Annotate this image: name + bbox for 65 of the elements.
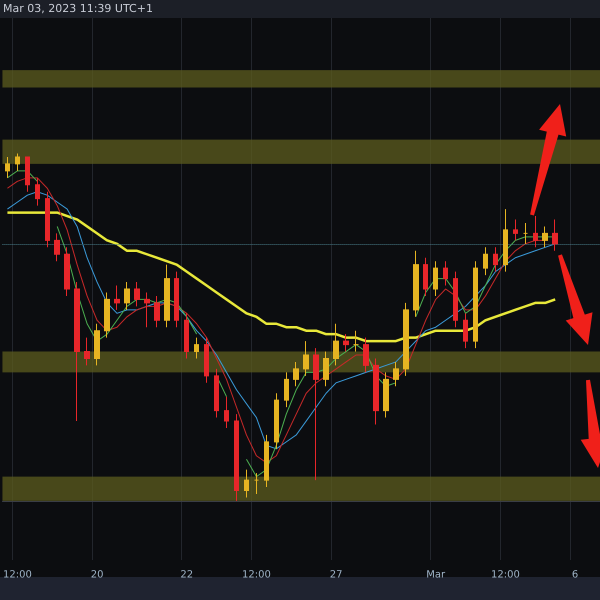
candlestick bbox=[463, 312, 468, 349]
text: Mar 03, 2023 11:39 UTC+1 bbox=[3, 2, 153, 15]
candlestick bbox=[224, 396, 229, 428]
candlestick bbox=[443, 260, 448, 286]
x-tick-label: 12:00 bbox=[2, 570, 32, 580]
candlestick bbox=[383, 372, 389, 418]
candlestick bbox=[5, 156, 10, 178]
candlestick bbox=[523, 222, 528, 244]
candlestick bbox=[533, 216, 538, 248]
candlestick bbox=[104, 292, 110, 338]
candlestick bbox=[353, 330, 359, 352]
candlestick bbox=[164, 264, 170, 328]
candlestick bbox=[513, 219, 518, 241]
candlestick bbox=[254, 472, 259, 494]
candlestick bbox=[134, 282, 140, 307]
candlestick bbox=[433, 260, 438, 296]
candlestick bbox=[94, 323, 100, 366]
candlestick bbox=[552, 219, 558, 252]
candlestick bbox=[293, 361, 299, 387]
x-tick-label: Mar bbox=[426, 570, 446, 580]
candlestick bbox=[35, 177, 40, 206]
candlestick bbox=[284, 372, 289, 408]
candlestick bbox=[542, 226, 548, 248]
candlestick bbox=[15, 153, 20, 172]
candlestick bbox=[204, 337, 209, 384]
candlestick bbox=[214, 368, 219, 418]
candlestick bbox=[473, 260, 478, 349]
candlestick bbox=[184, 312, 189, 359]
candlestick bbox=[373, 358, 379, 425]
candlestick bbox=[453, 271, 458, 328]
candlestick bbox=[64, 246, 70, 296]
x-tick-label: 27 bbox=[330, 570, 342, 580]
candlestick bbox=[234, 414, 239, 502]
candlestick bbox=[333, 323, 339, 366]
candlestick bbox=[403, 302, 409, 376]
candlestick bbox=[363, 337, 369, 373]
candlestick bbox=[423, 257, 428, 296]
candlestick bbox=[413, 250, 419, 318]
candlestick bbox=[114, 285, 120, 310]
candlestick bbox=[493, 246, 498, 272]
x-tick-label: 6 bbox=[572, 570, 578, 580]
candlestick bbox=[144, 292, 150, 328]
x-tick-label: 12:00 bbox=[490, 570, 520, 580]
candlestick bbox=[154, 295, 160, 328]
candlestick bbox=[303, 340, 309, 376]
candlestick bbox=[74, 282, 80, 422]
candlestick bbox=[194, 337, 199, 359]
x-tick-label: 20 bbox=[90, 570, 104, 580]
candlestick bbox=[54, 232, 60, 262]
candlestick bbox=[25, 156, 30, 192]
candlestick bbox=[45, 191, 50, 248]
candlestick bbox=[84, 337, 90, 366]
candlestick bbox=[174, 271, 179, 328]
candlestick bbox=[503, 208, 508, 272]
x-tick-label: 12:00 bbox=[242, 570, 271, 580]
candlestick bbox=[323, 351, 329, 387]
candlestick bbox=[343, 334, 349, 352]
x-tick-label: 22 bbox=[180, 570, 194, 580]
candlestick bbox=[274, 392, 279, 450]
candlestick bbox=[244, 469, 249, 498]
candlestick bbox=[483, 246, 488, 276]
candlestick bbox=[393, 361, 399, 387]
candlestick bbox=[313, 348, 319, 481]
candlestick bbox=[124, 282, 130, 310]
candlestick bbox=[264, 434, 269, 488]
